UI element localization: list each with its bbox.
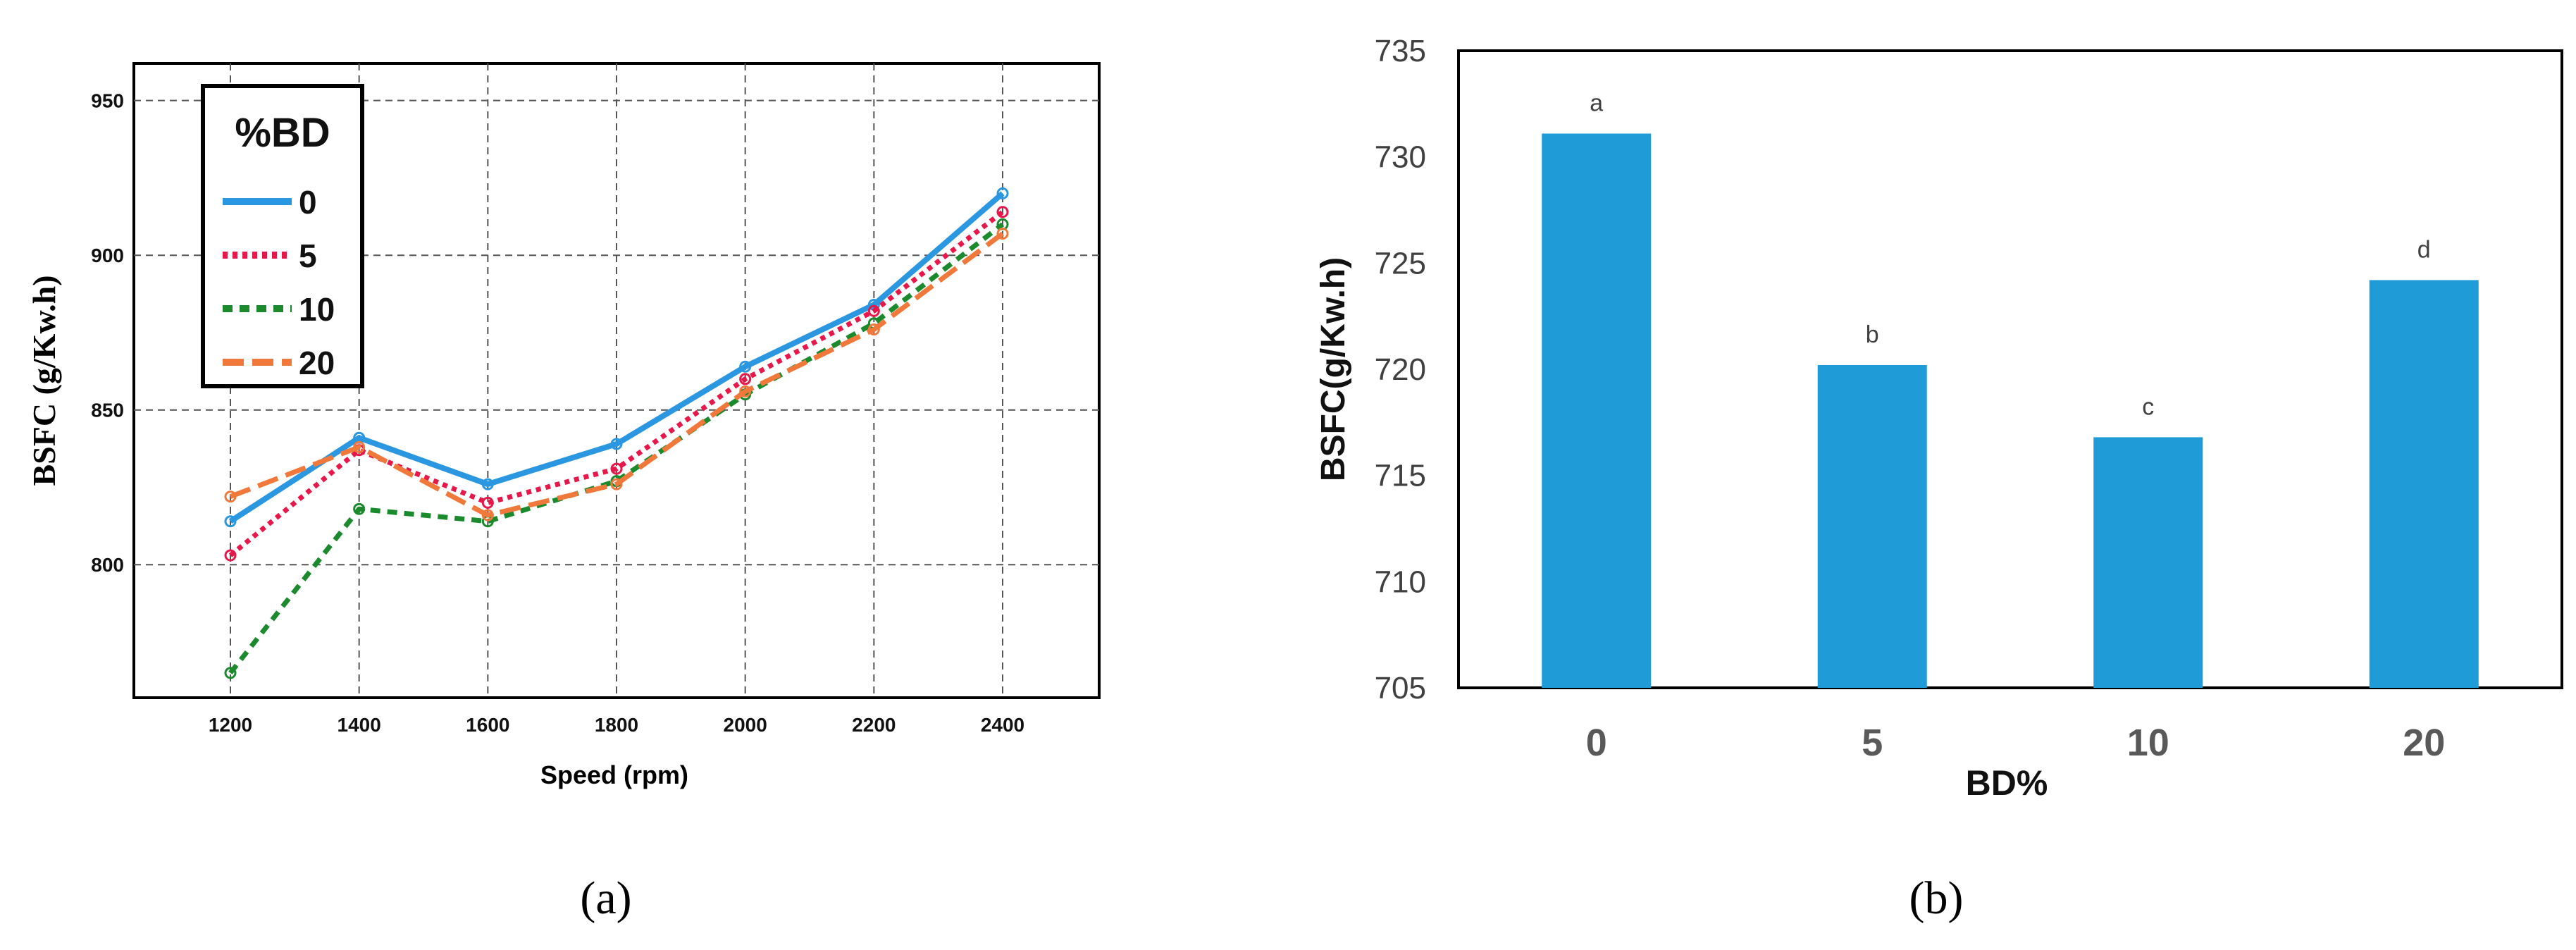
data-point xyxy=(996,227,1009,240)
y-tick-label: 735 xyxy=(1375,34,1426,68)
data-point xyxy=(481,509,494,522)
bars-group-b: a b c d xyxy=(1542,90,2479,688)
x-tick-label: 1200 xyxy=(209,714,252,736)
x-tick-label: 0 xyxy=(1586,722,1607,764)
bar-significance-label: c xyxy=(2142,393,2154,420)
y-tick-label: 950 xyxy=(91,90,124,112)
y-tick-label: 720 xyxy=(1375,352,1426,387)
data-point xyxy=(353,440,366,453)
data-point xyxy=(996,206,1009,218)
caption-a: (a) xyxy=(580,872,631,924)
series-line-20 xyxy=(229,231,1005,518)
y-tick-label: 705 xyxy=(1375,671,1426,705)
series-group-a xyxy=(224,187,1009,679)
x-tick-label: 1400 xyxy=(338,714,381,736)
legend-label-20: 20 xyxy=(299,345,335,381)
bar-significance-label: d xyxy=(2417,236,2431,263)
y-axis-label-a: BSFC (g/Kw.h) xyxy=(26,275,62,486)
y-tick-label: 715 xyxy=(1375,459,1426,493)
data-point xyxy=(224,549,237,562)
x-tick-label: 5 xyxy=(1862,722,1883,764)
x-ticks-b: 0 5 10 20 xyxy=(1586,722,2446,764)
data-point xyxy=(481,478,494,491)
bar-5 xyxy=(1817,364,1927,688)
x-tick-label: 2000 xyxy=(724,714,767,736)
caption-b: (b) xyxy=(1909,872,1964,924)
data-point xyxy=(867,304,880,317)
series-line-5 xyxy=(228,209,1005,557)
legend-label-10: 10 xyxy=(299,291,335,328)
y-axis-label-b: BSFC(g/Kw.h) xyxy=(1315,257,1352,481)
data-point xyxy=(481,496,494,509)
data-point xyxy=(224,667,237,679)
legend-title: %BD xyxy=(235,110,330,156)
y-tick-label: 730 xyxy=(1375,140,1426,175)
x-tick-label: 1600 xyxy=(466,714,509,736)
legend-label-0: 0 xyxy=(299,184,317,221)
data-point xyxy=(739,385,752,397)
data-point xyxy=(610,478,623,491)
x-tick-label: 1800 xyxy=(595,714,638,736)
chart-b: 705 710 715 720 725 730 735 a b c d 0 5 10 20 BSFC(g… xyxy=(1315,34,2563,803)
x-tick-label: 2400 xyxy=(981,714,1024,736)
x-tick-label: 10 xyxy=(2127,722,2169,764)
data-point xyxy=(739,360,752,373)
chart-a: 800 850 900 950 1200 1400 1600 1800 2000 2200 240… xyxy=(26,62,1101,789)
data-point xyxy=(996,187,1009,199)
x-tick-label: 20 xyxy=(2403,722,2445,764)
data-point xyxy=(739,373,752,385)
bar-20 xyxy=(2369,280,2479,688)
bar-significance-label: a xyxy=(1590,90,1603,117)
y-ticks-b: 705 710 715 720 725 730 735 xyxy=(1375,34,1426,705)
series-line-10 xyxy=(228,222,1005,675)
bar-10 xyxy=(2093,437,2203,688)
bar-significance-label: b xyxy=(1866,321,1879,348)
y-tick-label: 850 xyxy=(91,400,124,421)
data-point xyxy=(224,491,237,503)
series-line-0 xyxy=(228,191,1005,524)
y-tick-label: 800 xyxy=(91,554,124,576)
data-point xyxy=(353,502,366,515)
y-ticks-a: 800 850 900 950 xyxy=(91,90,124,576)
y-tick-label: 725 xyxy=(1375,246,1426,280)
legend-items: 0 5 10 20 xyxy=(223,184,335,381)
data-point xyxy=(224,515,237,528)
data-point xyxy=(610,438,623,450)
x-axis-label-a: Speed (rpm) xyxy=(540,760,688,789)
y-tick-label: 900 xyxy=(91,245,124,266)
x-ticks-a: 1200 1400 1600 1800 2000 2200 2400 xyxy=(209,714,1024,736)
legend-a: %BD 0 5 10 20 xyxy=(201,84,364,388)
legend-label-5: 5 xyxy=(299,238,317,274)
y-tick-label: 710 xyxy=(1375,565,1426,599)
data-point xyxy=(610,462,623,475)
x-tick-label: 2200 xyxy=(852,714,896,736)
legend-box xyxy=(201,84,364,388)
data-point xyxy=(867,323,880,336)
bar-0 xyxy=(1542,133,1652,688)
x-axis-label-b: BD% xyxy=(1966,763,2048,803)
